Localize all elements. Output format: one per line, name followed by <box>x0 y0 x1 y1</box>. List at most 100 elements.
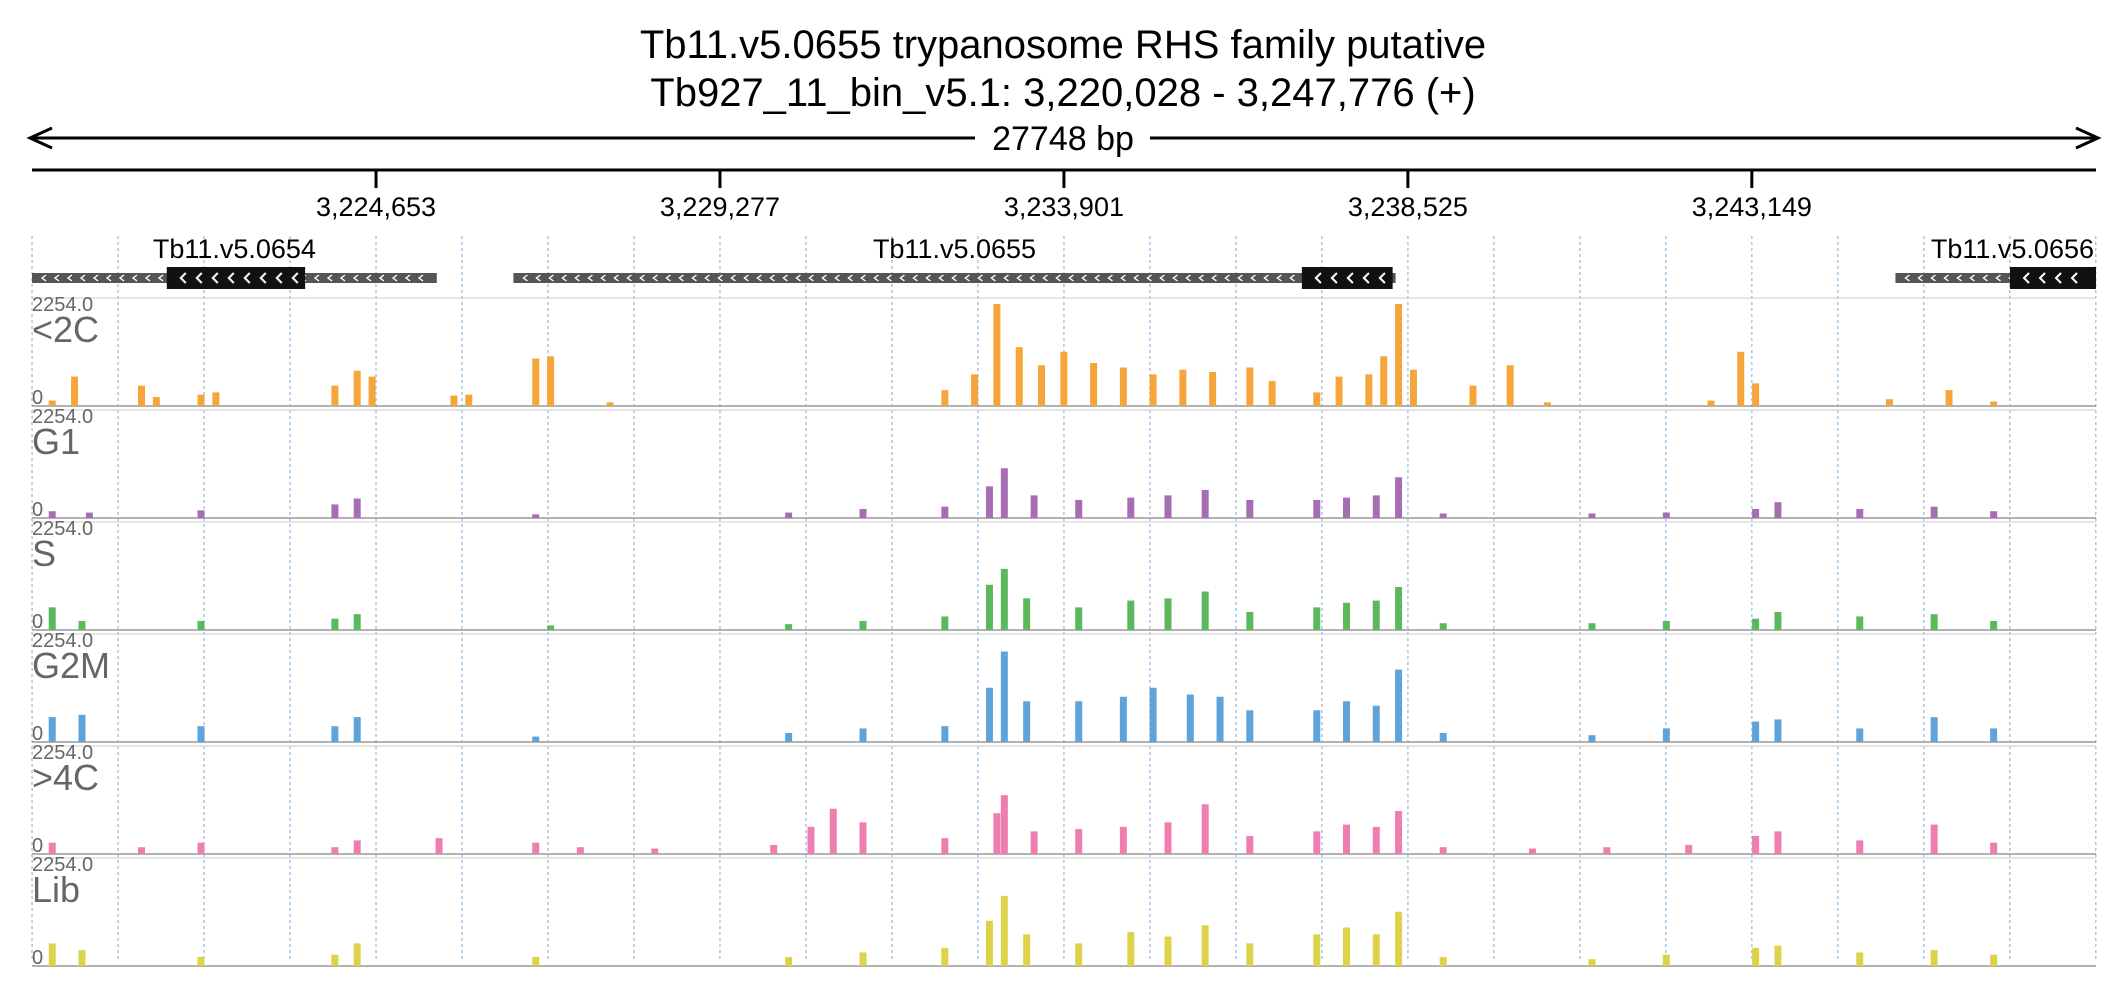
strand-chevron <box>118 274 125 282</box>
strand-chevron <box>808 274 814 282</box>
strand-chevron <box>1211 274 1217 282</box>
strand-chevron <box>339 274 346 282</box>
strand-chevron <box>522 274 528 282</box>
track-ymin-label: 0 <box>32 723 43 745</box>
strand-chevron <box>259 272 267 284</box>
strand-chevron <box>1016 274 1022 282</box>
strand-chevron <box>938 274 944 282</box>
strand-chevron <box>2038 272 2046 284</box>
strand-chevron <box>1346 272 1354 284</box>
plot-title-line2: Tb927_11_bin_v5.1: 3,220,028 - 3,247,776… <box>650 71 1475 115</box>
strand-chevron <box>1094 274 1100 282</box>
strand-chevron <box>1146 274 1152 282</box>
track-ymin-label: 0 <box>32 499 43 521</box>
strand-chevron <box>352 274 359 282</box>
strand-chevron <box>1378 272 1386 284</box>
gene-body <box>513 273 1396 283</box>
strand-chevron <box>717 274 723 282</box>
strand-chevron <box>179 272 187 284</box>
strand-chevron <box>2022 272 2030 284</box>
x-tick-label: 3,229,277 <box>660 192 780 222</box>
strand-chevron <box>561 274 567 282</box>
strand-chevron <box>391 274 398 282</box>
strand-chevron <box>665 274 671 282</box>
x-tick-label: 3,238,525 <box>1348 192 1468 222</box>
gene-exon <box>166 267 306 289</box>
strand-chevron <box>1930 274 1936 282</box>
strand-chevron <box>1159 274 1165 282</box>
strand-chevron <box>1276 274 1282 282</box>
x-axis: 3,224,653 3,229,277 3,233,901 3,238,525 3,24… <box>32 168 2096 222</box>
strand-chevron <box>860 274 866 282</box>
strand-chevron <box>1081 274 1087 282</box>
strand-chevron <box>1917 274 1923 282</box>
strand-chevron <box>782 274 788 282</box>
track-name-label: Lib <box>32 869 80 910</box>
strand-chevron <box>977 274 983 282</box>
strand-chevron <box>678 274 684 282</box>
strand-chevron <box>587 274 593 282</box>
strand-chevron <box>2054 272 2062 284</box>
strand-chevron <box>925 274 931 282</box>
strand-chevron <box>1237 274 1243 282</box>
strand-chevron <box>821 274 827 282</box>
strand-chevron <box>704 274 710 282</box>
strand-chevron <box>743 274 749 282</box>
strand-chevron <box>291 272 299 284</box>
track-ymax-label: 2254.0 <box>32 742 93 764</box>
coverage-tracks: 2254.0<2C02254.0G102254.0S02254.0G2M0225… <box>32 294 2096 969</box>
strand-chevron <box>795 274 801 282</box>
strand-chevron <box>652 274 658 282</box>
strand-chevron <box>417 274 424 282</box>
strand-chevron <box>834 274 840 282</box>
strand-chevron <box>1172 274 1178 282</box>
gene-track: Tb11.v5.0654 Tb11.v5.0655 Tb11.v5.0656 <box>32 234 2096 289</box>
strand-chevron <box>1943 274 1949 282</box>
strand-chevron <box>1904 274 1910 282</box>
strand-chevron <box>2070 272 2078 284</box>
track-name-label: <2C <box>32 309 99 350</box>
strand-chevron <box>66 274 73 282</box>
span-length-label: 27748 bp <box>992 120 1134 158</box>
gene-exon <box>2010 267 2096 289</box>
strand-chevron <box>378 274 385 282</box>
grid-lines <box>31 236 2097 962</box>
track-ymax-label: 2254.0 <box>32 518 93 540</box>
strand-chevron <box>1362 272 1370 284</box>
strand-chevron <box>227 272 235 284</box>
strand-chevron <box>40 274 47 282</box>
strand-chevron <box>131 274 138 282</box>
strand-chevron <box>1107 274 1113 282</box>
strand-chevron <box>1120 274 1126 282</box>
strand-chevron <box>195 272 203 284</box>
strand-chevron <box>990 274 996 282</box>
strand-chevron <box>1055 274 1061 282</box>
strand-chevron <box>404 274 411 282</box>
strand-chevron <box>1289 274 1295 282</box>
strand-chevron <box>105 274 112 282</box>
strand-chevron <box>1224 274 1230 282</box>
strand-chevron <box>211 272 219 284</box>
strand-chevron <box>626 274 632 282</box>
strand-chevron <box>92 274 99 282</box>
strand-chevron <box>1250 274 1256 282</box>
strand-chevron <box>1068 274 1074 282</box>
strand-chevron <box>275 272 283 284</box>
strand-chevron <box>769 274 775 282</box>
strand-chevron <box>691 274 697 282</box>
track-name-label: >4C <box>32 757 99 798</box>
strand-chevron <box>1029 274 1035 282</box>
strand-chevron <box>964 274 970 282</box>
strand-chevron <box>1185 274 1191 282</box>
track-ymax-label: 2254.0 <box>32 294 93 316</box>
strand-chevron <box>53 274 60 282</box>
track-ymin-label: 0 <box>32 387 43 409</box>
strand-chevron <box>873 274 879 282</box>
track-name-label: G2M <box>32 645 110 686</box>
strand-chevron <box>886 274 892 282</box>
strand-chevron <box>535 274 541 282</box>
strand-chevron <box>1003 274 1009 282</box>
x-tick-label: 3,243,149 <box>1692 192 1812 222</box>
gene-label: Tb11.v5.0654 <box>153 234 316 264</box>
strand-chevron <box>1969 274 1975 282</box>
